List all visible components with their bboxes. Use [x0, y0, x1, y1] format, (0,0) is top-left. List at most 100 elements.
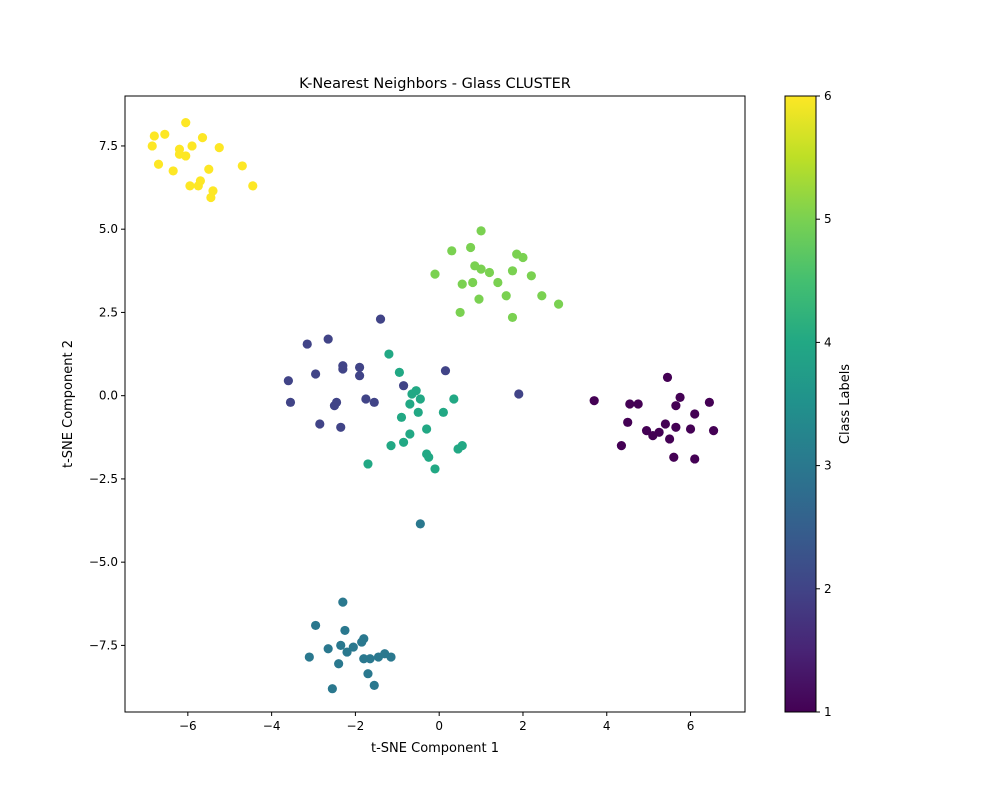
scatter-point: [457, 279, 467, 289]
scatter-point: [354, 362, 365, 372]
colorbar-ticks: 1 2 3 4 5 6: [816, 89, 832, 719]
y-tick-label: −5.0: [89, 555, 118, 569]
scatter-point: [193, 181, 203, 191]
colorbar-label: Class Labels: [838, 364, 853, 444]
plot-area: [147, 118, 719, 694]
scatter-point: [514, 389, 524, 399]
scatter-point: [457, 441, 467, 451]
scatter-point: [369, 680, 379, 690]
scatter-point: [311, 369, 321, 379]
scatter-point: [334, 659, 344, 669]
scatter-point: [708, 426, 719, 436]
scatter-point: [365, 654, 375, 664]
scatter-point: [422, 424, 432, 434]
scatter-point: [616, 441, 627, 451]
scatter-point: [476, 264, 486, 274]
scatter-point: [415, 394, 425, 404]
scatter-point: [327, 684, 337, 694]
scatter-point: [147, 141, 157, 151]
scatter-point: [589, 396, 599, 406]
scatter-point: [675, 392, 685, 402]
scatter-point: [507, 312, 518, 323]
scatter-point: [507, 266, 518, 276]
scatter-point: [237, 161, 247, 171]
x-axis-label: t-SNE Component 1: [371, 741, 499, 756]
scatter-point: [526, 271, 536, 281]
scatter-point: [181, 118, 191, 128]
scatter-point: [336, 422, 346, 432]
x-tick-label: −6: [179, 719, 197, 733]
scatter-point: [363, 669, 373, 679]
y-axis: −7.5 −5.0 −2.5 0.0 2.5 5.0 7.5: [89, 139, 125, 652]
scatter-point: [476, 226, 486, 236]
scatter-point: [398, 437, 409, 447]
scatter-point: [160, 129, 170, 139]
scatter-point: [197, 133, 208, 143]
y-tick-label: 0.0: [99, 389, 118, 403]
colorbar-gradient: [785, 96, 816, 712]
colorbar-tick-label: 1: [824, 705, 832, 719]
scatter-point: [518, 252, 528, 263]
scatter-point: [625, 399, 635, 409]
scatter-point: [384, 349, 394, 359]
scatter-point: [671, 422, 681, 432]
scatter-point: [187, 141, 197, 151]
colorbar-frame: [784, 95, 817, 713]
scatter-point: [149, 131, 159, 141]
scatter-point: [323, 334, 333, 344]
scatter-point: [438, 407, 448, 417]
scatter-point: [447, 246, 457, 256]
x-tick-label: 0: [435, 719, 443, 733]
scatter-point: [185, 181, 195, 191]
scatter-point: [214, 143, 224, 153]
x-axis: −6 −4 −2 0 2 4 6: [179, 712, 694, 733]
scatter-point: [493, 277, 503, 288]
chart-title: K-Nearest Neighbors - Glass CLUSTER: [299, 76, 571, 92]
y-tick-label: 7.5: [99, 139, 118, 153]
scatter-point: [386, 652, 396, 662]
scatter-point: [484, 267, 495, 278]
scatter-point: [340, 625, 350, 636]
scatter-point: [430, 269, 440, 279]
colorbar-tick-label: 4: [824, 335, 832, 349]
scatter-point: [283, 376, 293, 386]
scatter-point: [623, 417, 633, 427]
scatter-point: [302, 339, 312, 349]
x-tick-label: 2: [519, 719, 527, 733]
y-tick-label: 5.0: [99, 222, 118, 236]
scatter-point: [363, 459, 373, 469]
y-tick-label: −7.5: [89, 638, 118, 652]
scatter-point: [648, 431, 658, 441]
scatter-point: [181, 151, 191, 161]
scatter-point: [342, 647, 352, 657]
scatter-point: [664, 434, 675, 444]
x-tick-label: 4: [603, 719, 611, 733]
scatter-point: [704, 397, 714, 407]
colorbar-tick-label: 5: [824, 212, 832, 226]
scatter-point: [474, 294, 484, 304]
scatter-point: [501, 291, 511, 301]
scatter-point: [690, 454, 700, 464]
scatter-point: [311, 620, 321, 631]
scatter-point: [641, 426, 652, 436]
scatter-point: [336, 640, 346, 651]
scatter-point: [449, 394, 459, 404]
scatter-point: [338, 597, 348, 607]
scatter-point: [440, 366, 451, 376]
scatter-point: [373, 652, 384, 662]
scatter-point: [357, 637, 367, 647]
x-tick-label: −2: [347, 719, 365, 733]
scatter-point: [386, 441, 396, 451]
colorbar: 1 2 3 4 5 6 Class Labels: [784, 89, 853, 719]
scatter-point: [660, 419, 671, 429]
scatter-point: [537, 291, 547, 301]
scatter-point: [348, 642, 358, 652]
plot-frame: [124, 95, 746, 713]
scatter-point: [405, 429, 415, 439]
scatter-point: [671, 401, 681, 411]
y-tick-label: −2.5: [89, 472, 118, 486]
colorbar-tick-label: 6: [824, 89, 832, 103]
x-tick-label: −4: [263, 719, 281, 733]
scatter-point: [415, 519, 425, 529]
